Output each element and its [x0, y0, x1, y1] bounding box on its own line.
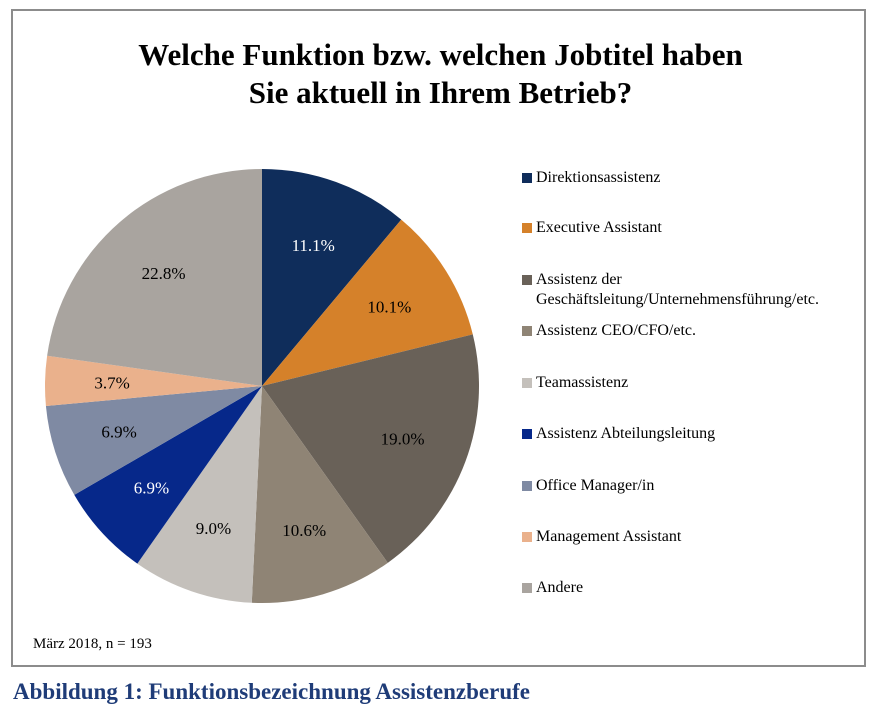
- slice-value-label: 3.7%: [94, 373, 129, 392]
- legend-swatch: [522, 429, 532, 439]
- slice-value-label: 11.1%: [292, 236, 335, 255]
- slice-value-label: 6.9%: [101, 423, 136, 442]
- legend-swatch: [522, 173, 532, 183]
- chart-title-line-2: Sie aktuell in Ihrem Betrieb?: [248, 75, 633, 110]
- pie-slice: [47, 169, 262, 386]
- pie-slice: [262, 169, 402, 386]
- figure-caption: Abbildung 1: Funktionsbezeichnung Assist…: [13, 679, 530, 704]
- pie-slice: [251, 386, 388, 603]
- legend-label: Office Manager/in: [536, 477, 655, 494]
- pie-slice: [262, 334, 479, 563]
- slice-value-label: 22.8%: [142, 264, 186, 283]
- legend-swatch: [522, 532, 532, 542]
- slice-value-label: 10.6%: [282, 521, 326, 540]
- legend-label: Direktionsassistenz: [536, 169, 661, 186]
- legend-label: Assistenz Abteilungsleitung: [536, 425, 716, 442]
- legend-label: Andere: [536, 579, 584, 596]
- slice-value-label: 9.0%: [196, 519, 231, 538]
- legend-swatch: [522, 275, 532, 285]
- legend-swatch: [522, 481, 532, 491]
- legend-swatch: [522, 223, 532, 233]
- chart-title: Welche Funktion bzw. welchen Jobtitel ha…: [0, 36, 881, 112]
- legend-label: Assistenz CEO/CFO/etc.: [536, 322, 696, 339]
- slice-value-label: 6.9%: [134, 478, 169, 497]
- slice-value-label: 19.0%: [381, 429, 425, 448]
- legend-swatch: [522, 326, 532, 336]
- legend-swatch: [522, 583, 532, 593]
- legend-label: Teamassistenz: [536, 374, 629, 391]
- legend-label: Assistenz der: [536, 271, 622, 288]
- pie-slice: [137, 386, 262, 603]
- legend-swatch: [522, 378, 532, 388]
- legend-label: Geschäftsleitung/Unternehmensführung/etc…: [536, 291, 820, 308]
- chart-title-line-1: Welche Funktion bzw. welchen Jobtitel ha…: [138, 37, 743, 72]
- pie-slice: [262, 219, 473, 386]
- slice-value-label: 10.1%: [367, 298, 411, 317]
- pie-slice: [45, 386, 262, 495]
- pie-slice: [74, 386, 262, 564]
- legend-label: Management Assistant: [536, 528, 682, 545]
- survey-note: März 2018, n = 193: [33, 636, 152, 652]
- pie-slice: [44, 355, 262, 407]
- legend-label: Executive Assistant: [536, 219, 662, 236]
